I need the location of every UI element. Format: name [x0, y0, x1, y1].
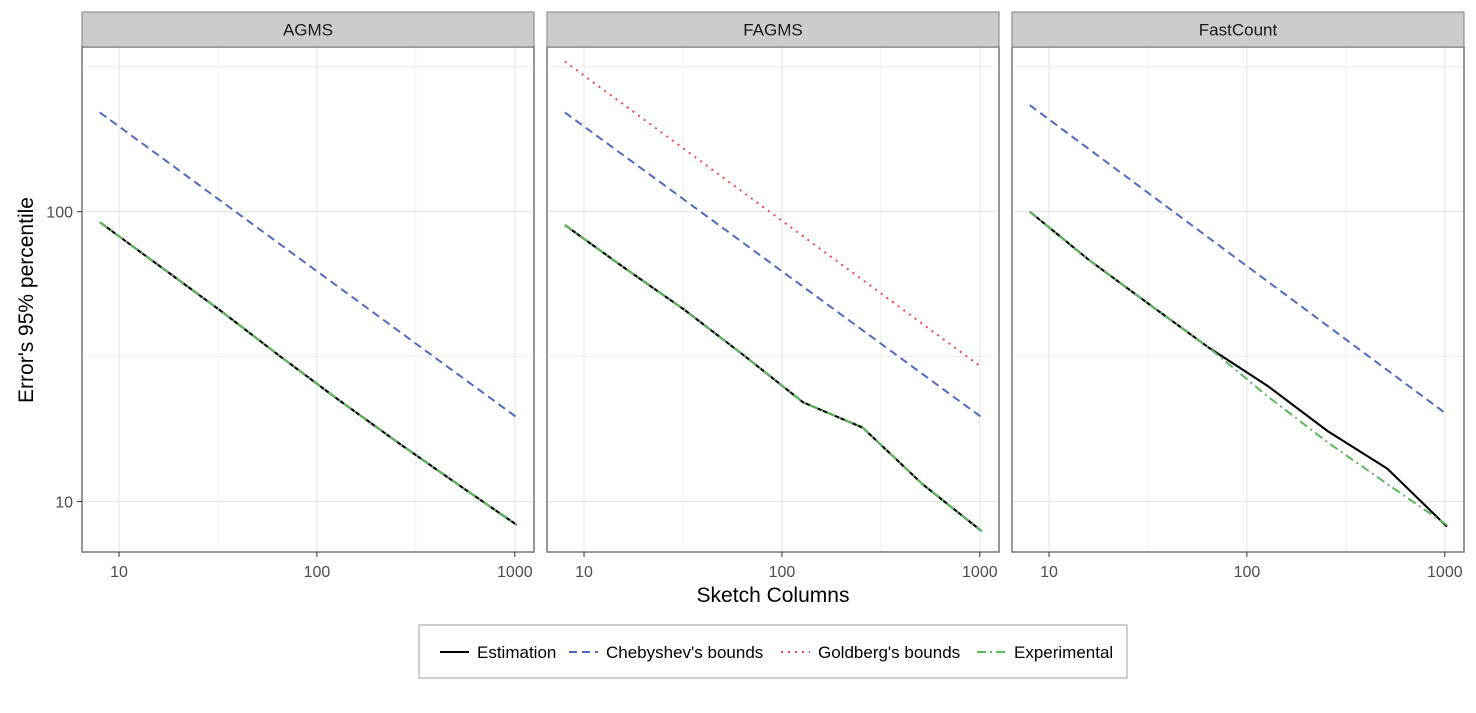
series-experimental [1029, 210, 1448, 526]
legend-label-estimation: Estimation [477, 643, 556, 662]
legend-box [418, 624, 1128, 679]
y-tick-label: 100 [46, 205, 73, 222]
series-estimation [564, 224, 983, 533]
panel-fagms: FAGMS 10 100 1000 [546, 11, 1000, 581]
legend-label-experimental: Experimental [1014, 643, 1113, 662]
panel-agms: AGMS 10 100 1000 10 100 [46, 11, 535, 581]
facet-strip-label: AGMS [283, 21, 333, 40]
chart-legend: Estimation Chebyshev's bounds Goldberg's b… [418, 624, 1128, 679]
facet-strip [1011, 11, 1465, 48]
facet-strip-label: FAGMS [743, 21, 803, 40]
y-tick-label: 10 [55, 495, 73, 512]
facet-strip [81, 11, 535, 48]
x-tick-label: 10 [575, 564, 593, 581]
x-tick-label: 1000 [1427, 564, 1463, 581]
panel-fastcount: FastCount 10 100 1000 [1011, 11, 1465, 581]
series-chebyshev-s-bounds [99, 111, 518, 419]
series-chebyshev-s-bounds [1029, 104, 1448, 416]
series-chebyshev-s-bounds [564, 111, 983, 419]
facet-strip-label: FastCount [1199, 21, 1278, 40]
x-tick-label: 10 [1040, 564, 1058, 581]
x-axis-label: Sketch Columns [697, 584, 850, 607]
facet-strip [546, 11, 1000, 48]
x-tick-label: 1000 [962, 564, 998, 581]
legend-label-chebyshev-s-bounds: Chebyshev's bounds [606, 643, 763, 662]
x-tick-label: 10 [110, 564, 128, 581]
x-tick-label: 100 [1234, 564, 1261, 581]
legend-label-goldberg-s-bounds: Goldberg's bounds [818, 643, 960, 662]
x-tick-label: 100 [304, 564, 331, 581]
x-tick-label: 100 [769, 564, 796, 581]
plot-background [547, 47, 999, 552]
y-axis-label: Error's 95% percentile [15, 197, 38, 403]
plot-background [82, 47, 534, 552]
x-tick-label: 1000 [497, 564, 533, 581]
plot-background [1012, 47, 1464, 552]
series-experimental [99, 221, 518, 526]
